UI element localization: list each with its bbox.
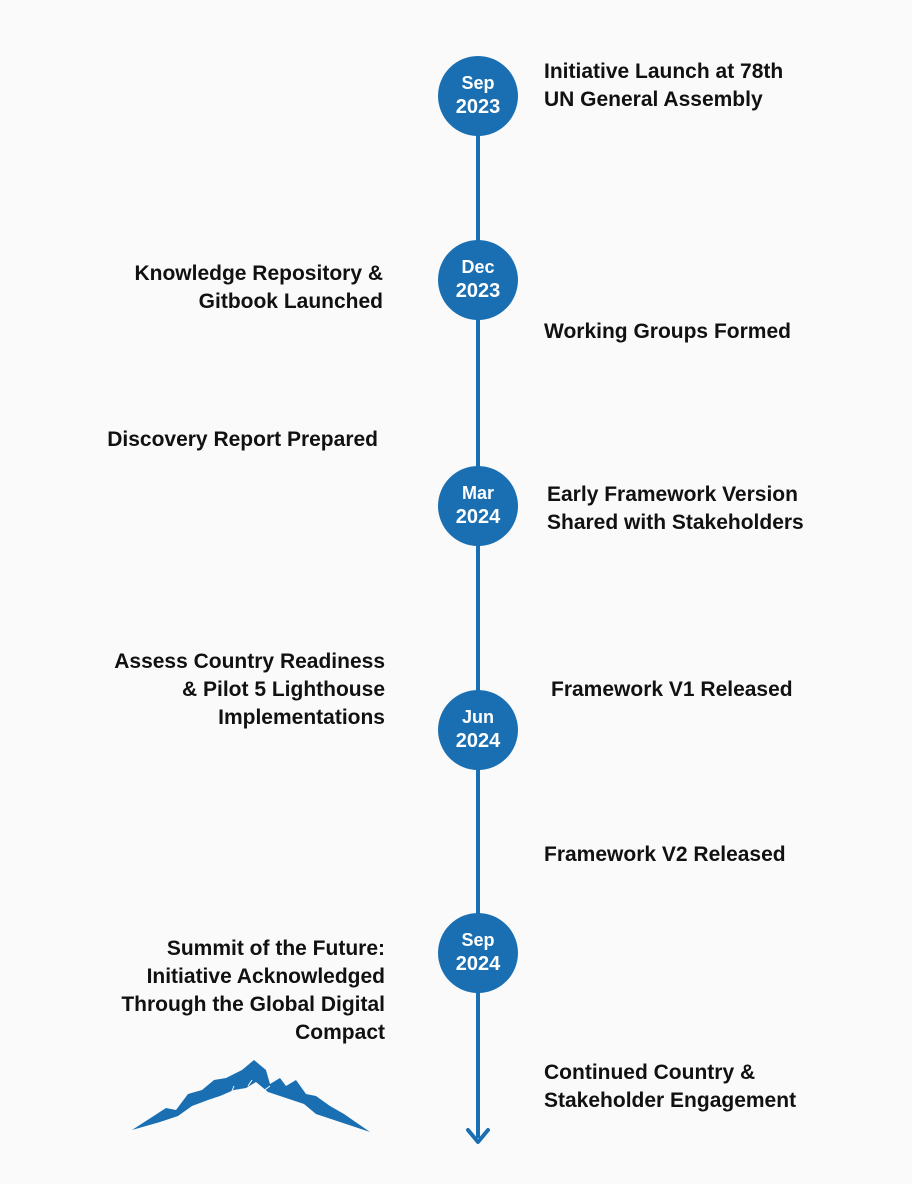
event-line: Early Framework Version xyxy=(547,483,798,506)
milestone-node: Mar 2024 xyxy=(438,466,518,546)
event-line: Compact xyxy=(295,1021,385,1044)
milestone-month: Jun xyxy=(461,707,494,728)
event-line: Stakeholder Engagement xyxy=(544,1089,797,1112)
event-line: Assess Country Readiness xyxy=(114,650,385,673)
milestone-month: Sep xyxy=(461,930,495,951)
arrow-down-icon xyxy=(466,1128,490,1144)
milestone-month: Mar xyxy=(461,483,494,504)
milestone-month: Sep xyxy=(461,73,495,94)
event-line: Framework V1 Released xyxy=(551,678,793,701)
mountain-icon xyxy=(132,1060,370,1132)
event-label: Framework V1 Released xyxy=(551,676,793,704)
milestone-node: Sep 2023 xyxy=(438,56,518,136)
milestone-year: 2023 xyxy=(455,279,501,302)
event-label: Initiative Launch at 78th UN General Ass… xyxy=(544,58,783,114)
event-line: Initiative Launch at 78th xyxy=(544,60,784,83)
event-line: UN General Assembly xyxy=(544,88,763,111)
event-label: Summit of the Future: Initiative Acknowl… xyxy=(121,935,385,1047)
event-line: Knowledge Repository & xyxy=(134,262,383,285)
event-label: Continued Country & Stakeholder Engageme… xyxy=(544,1059,796,1115)
event-line: Shared with Stakeholders xyxy=(547,511,804,534)
milestone-year: 2024 xyxy=(455,729,501,752)
event-label: Early Framework Version Shared with Stak… xyxy=(547,481,804,537)
event-label: Knowledge Repository & Gitbook Launched xyxy=(134,260,383,316)
event-line: Discovery Report Prepared xyxy=(107,428,378,451)
event-line: & Pilot 5 Lighthouse xyxy=(182,678,385,701)
event-line: Working Groups Formed xyxy=(544,320,791,343)
event-label: Discovery Report Prepared xyxy=(107,426,378,454)
event-label: Working Groups Formed xyxy=(544,318,791,346)
event-label: Framework V2 Released xyxy=(544,841,786,869)
milestone-year: 2023 xyxy=(455,95,501,118)
timeline-axis xyxy=(476,96,480,1138)
event-line: Through the Global Digital xyxy=(121,993,385,1016)
milestone-node: Jun 2024 xyxy=(438,690,518,770)
event-line: Continued Country & xyxy=(544,1061,756,1084)
milestone-month: Dec xyxy=(461,257,495,278)
event-line: Gitbook Launched xyxy=(198,290,383,313)
event-label: Assess Country Readiness & Pilot 5 Light… xyxy=(114,648,385,732)
event-line: Framework V2 Released xyxy=(544,843,786,866)
milestone-node: Dec 2023 xyxy=(438,240,518,320)
event-line: Implementations xyxy=(218,706,385,729)
milestone-year: 2024 xyxy=(455,952,501,975)
event-line: Initiative Acknowledged xyxy=(146,965,385,988)
milestone-node: Sep 2024 xyxy=(438,913,518,993)
event-line: Summit of the Future: xyxy=(166,937,385,960)
milestone-year: 2024 xyxy=(455,505,501,528)
